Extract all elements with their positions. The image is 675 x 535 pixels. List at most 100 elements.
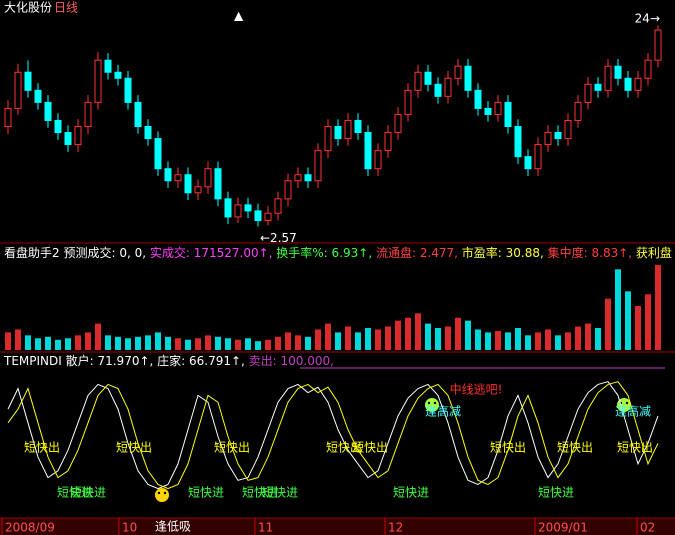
volume-bar	[445, 326, 451, 350]
volume-bar	[485, 332, 491, 350]
header-item: 换手率%: 6.93↑,	[272, 245, 372, 260]
volume-bar	[55, 339, 61, 350]
candle-body	[244, 204, 252, 212]
candle-body	[364, 132, 372, 170]
candle-body	[324, 126, 332, 152]
volume-bar	[625, 291, 631, 350]
candle-body	[524, 156, 532, 170]
volume-bar	[505, 332, 511, 350]
header-item: 获利盘	[632, 245, 672, 260]
volume-bar	[205, 335, 211, 350]
candle-body	[464, 65, 472, 91]
candle-body	[194, 186, 202, 194]
volume-bar	[5, 332, 11, 350]
candle-body	[284, 180, 292, 200]
signal-label: 短快出	[116, 441, 152, 455]
date-label: 11	[258, 521, 273, 535]
volume-bar	[565, 332, 571, 350]
volume-bar	[175, 338, 181, 350]
candle-body	[604, 65, 612, 91]
volume-bar	[255, 341, 261, 350]
volume-bar	[385, 326, 391, 350]
candle-body	[514, 126, 522, 158]
candle-body	[164, 168, 172, 182]
candle-body	[384, 132, 392, 152]
volume-header: 看盘助手2 预测成交: 0, 0, 实成交: 171527.00↑, 换手率%:…	[4, 245, 672, 260]
volume-bar	[275, 336, 281, 350]
candle-body	[294, 174, 302, 182]
volume-bar	[335, 332, 341, 350]
signal-label: 短快进	[57, 486, 93, 500]
candle-body	[614, 65, 622, 79]
volume-bar	[515, 328, 521, 350]
candle-body	[64, 132, 72, 146]
candle-body	[334, 126, 342, 140]
volume-bar	[365, 328, 371, 350]
candle-body	[154, 138, 162, 170]
header-item: 预测成交: 0, 0,	[60, 245, 146, 260]
signal-label: 短快出	[352, 441, 388, 455]
signal-label: 中线逃吧!	[450, 382, 503, 397]
volume-bar	[45, 336, 51, 350]
high-label: 24→	[635, 12, 660, 26]
volume-bar	[455, 317, 461, 350]
candle-body	[84, 101, 92, 127]
volume-bar	[195, 338, 201, 350]
date-bar	[0, 518, 675, 535]
indicator-line	[7, 381, 659, 490]
volume-bar	[465, 320, 471, 350]
header-item: 流通盘: 2.477,	[372, 245, 458, 260]
smiley	[155, 488, 169, 502]
volume-bar	[225, 338, 231, 350]
signal-label: 逢高减	[615, 404, 651, 419]
candle-body	[134, 101, 142, 127]
candle-body	[314, 150, 322, 182]
signal-label: 短快进	[242, 486, 278, 500]
candle-body	[554, 132, 562, 140]
candle-body	[494, 101, 502, 115]
candle-body	[544, 132, 552, 146]
candle-body	[304, 174, 312, 182]
volume-bar	[105, 335, 111, 350]
candle-body	[224, 198, 232, 218]
candle-body	[274, 198, 282, 214]
header-item: 庄家: 66.791↑,	[153, 353, 245, 368]
candle-body	[564, 119, 572, 140]
volume-bar	[655, 264, 661, 350]
candle-body	[504, 101, 512, 127]
volume-bar	[525, 335, 531, 350]
signal-label: 逢低吸	[155, 520, 191, 534]
candle-body	[24, 71, 32, 91]
volume-bar	[395, 320, 401, 350]
candle-body	[204, 168, 212, 188]
volume-bar	[575, 326, 581, 350]
candle-body	[404, 89, 412, 115]
volume-bar	[535, 332, 541, 350]
volume-bar	[605, 298, 611, 350]
volume-bar	[615, 269, 621, 350]
volume-bar	[15, 329, 21, 350]
candle-body	[624, 77, 632, 91]
volume-bar	[35, 338, 41, 350]
candle-body	[594, 83, 602, 91]
smiley	[425, 398, 439, 412]
chart-title: 大化股份	[4, 1, 52, 15]
header-item: 卖出: 100.000,	[245, 354, 334, 368]
candle-body	[34, 89, 42, 103]
volume-bar	[165, 336, 171, 350]
signal-label: 短快进	[262, 486, 298, 500]
volume-bar	[595, 328, 601, 350]
candle-body	[144, 126, 152, 140]
candle-body	[4, 107, 12, 127]
date-label: 12	[388, 521, 403, 535]
volume-bar	[155, 332, 161, 350]
signal-label: 逢高减	[425, 404, 461, 419]
volume-bar	[65, 338, 71, 350]
volume-bar	[265, 339, 271, 350]
signal-label: 短快出	[214, 441, 250, 455]
volume-bar	[235, 339, 241, 350]
date-label: 2008/09	[5, 521, 55, 535]
